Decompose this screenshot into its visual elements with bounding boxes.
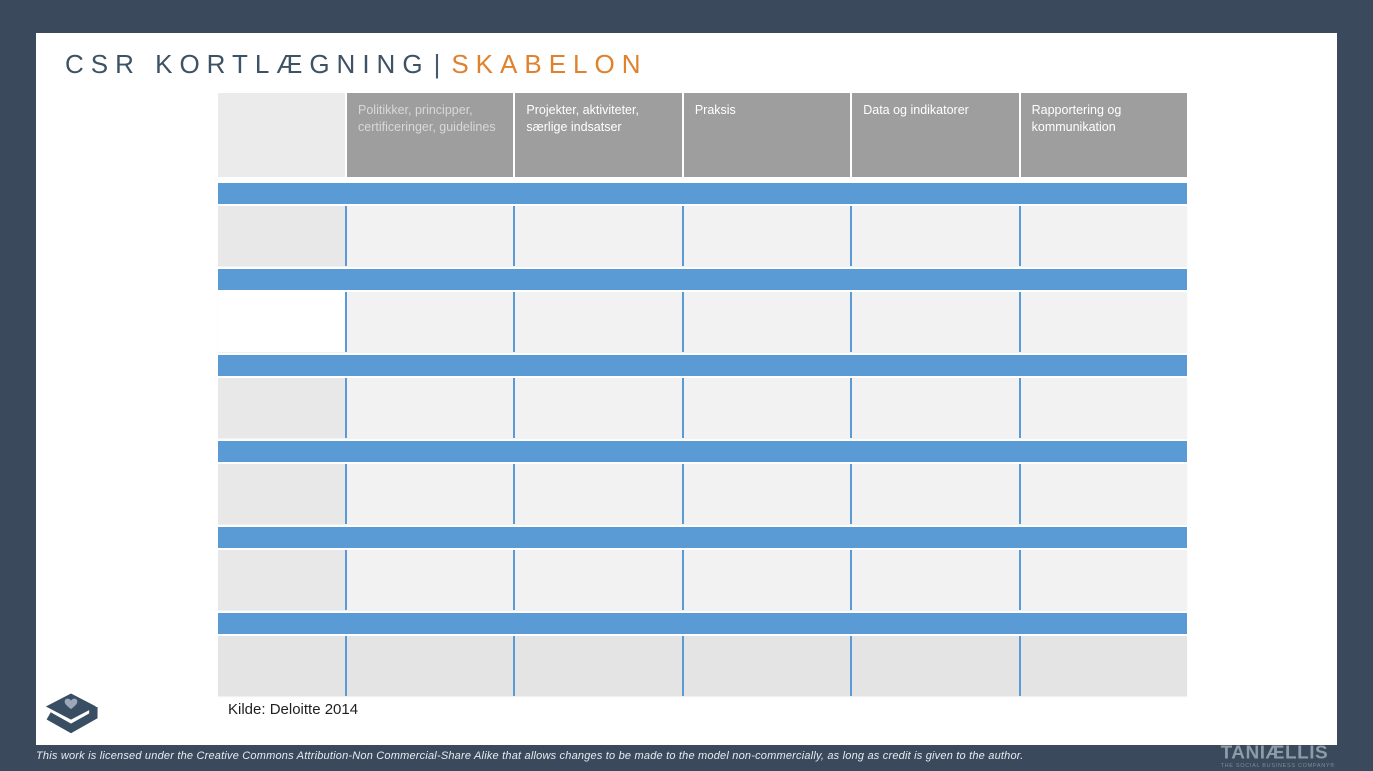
table-cell — [681, 550, 851, 610]
table-cell — [513, 464, 682, 524]
table-cell — [218, 464, 345, 524]
row-divider-bar — [218, 441, 1187, 462]
table-header-cell-praksis: Praksis — [681, 93, 851, 177]
table-row — [218, 378, 1188, 438]
table-cell — [345, 464, 514, 524]
row-divider-bar — [218, 613, 1187, 634]
license-text: This work is licensed under the Creative… — [36, 750, 1024, 762]
row-divider-bar — [218, 183, 1187, 204]
table-cell — [218, 550, 345, 610]
table-cell — [513, 550, 682, 610]
table-cell — [218, 206, 345, 266]
table-cell — [850, 378, 1019, 438]
table-header-cell-data: Data og indikatorer — [850, 93, 1019, 177]
table-cell — [681, 464, 851, 524]
table-cell — [681, 292, 851, 352]
table-cell — [513, 378, 682, 438]
table-row — [218, 206, 1188, 266]
table-cell — [1018, 464, 1188, 524]
table-cell — [513, 636, 682, 696]
table-cell — [218, 378, 345, 438]
table-cell — [1018, 636, 1188, 696]
table-cell — [345, 550, 514, 610]
page-title-primary: CSR KORTLÆGNING — [65, 49, 430, 79]
table-row — [218, 636, 1188, 696]
table-row — [218, 464, 1188, 524]
table-cell — [345, 378, 514, 438]
slide-canvas: CSR KORTLÆGNING | SKABELON Politikker, pri… — [36, 33, 1337, 745]
table-cell — [513, 292, 682, 352]
row-divider-bar — [218, 527, 1187, 548]
brand-logo-name: TANIÆLLIS — [1220, 743, 1329, 764]
graduation-cap-heart-logo-icon — [45, 693, 98, 734]
table-cell — [850, 636, 1019, 696]
table-cell — [218, 292, 345, 352]
csr-mapping-table: Politikker, principper, certificeringer,… — [218, 93, 1188, 699]
table-header-cell-rapportering: Rapportering og kommunikation — [1018, 93, 1188, 177]
table-header-cell-empty — [218, 93, 345, 177]
table-row — [218, 550, 1188, 610]
table-cell — [345, 636, 514, 696]
table-cell — [345, 292, 514, 352]
page-title: CSR KORTLÆGNING | SKABELON — [65, 49, 648, 80]
table-cell — [345, 206, 514, 266]
table-cell — [1018, 292, 1188, 352]
table-row — [218, 292, 1188, 352]
row-divider-bar — [218, 355, 1187, 376]
table-cell — [1018, 550, 1188, 610]
table-cell — [681, 378, 851, 438]
source-note: Kilde: Deloitte 2014 — [228, 701, 359, 718]
table-cell — [850, 206, 1019, 266]
table-body — [218, 183, 1188, 696]
row-divider-bar — [218, 269, 1187, 290]
table-cell — [850, 292, 1019, 352]
table-cell — [513, 206, 682, 266]
table-cell — [681, 206, 851, 266]
table-header-cell-projekter: Projekter, aktiviteter, særlige indsatse… — [513, 93, 682, 177]
brand-logo-tagline: THE SOCIAL BUSINESS COMPANY® — [1220, 763, 1335, 769]
table-cell — [218, 636, 345, 696]
table-cell — [850, 550, 1019, 610]
page-title-secondary: SKABELON — [451, 49, 648, 79]
table-header-row: Politikker, principper, certificeringer,… — [218, 93, 1188, 177]
brand-logo: TANIÆLLIS THE SOCIAL BUSINESS COMPANY® — [1221, 744, 1335, 770]
table-cell — [850, 464, 1019, 524]
page-title-separator: | — [433, 49, 448, 79]
table-cell — [1018, 378, 1188, 438]
table-cell — [1018, 206, 1188, 266]
table-cell — [681, 636, 851, 696]
table-header-cell-politikker: Politikker, principper, certificeringer,… — [345, 93, 514, 177]
